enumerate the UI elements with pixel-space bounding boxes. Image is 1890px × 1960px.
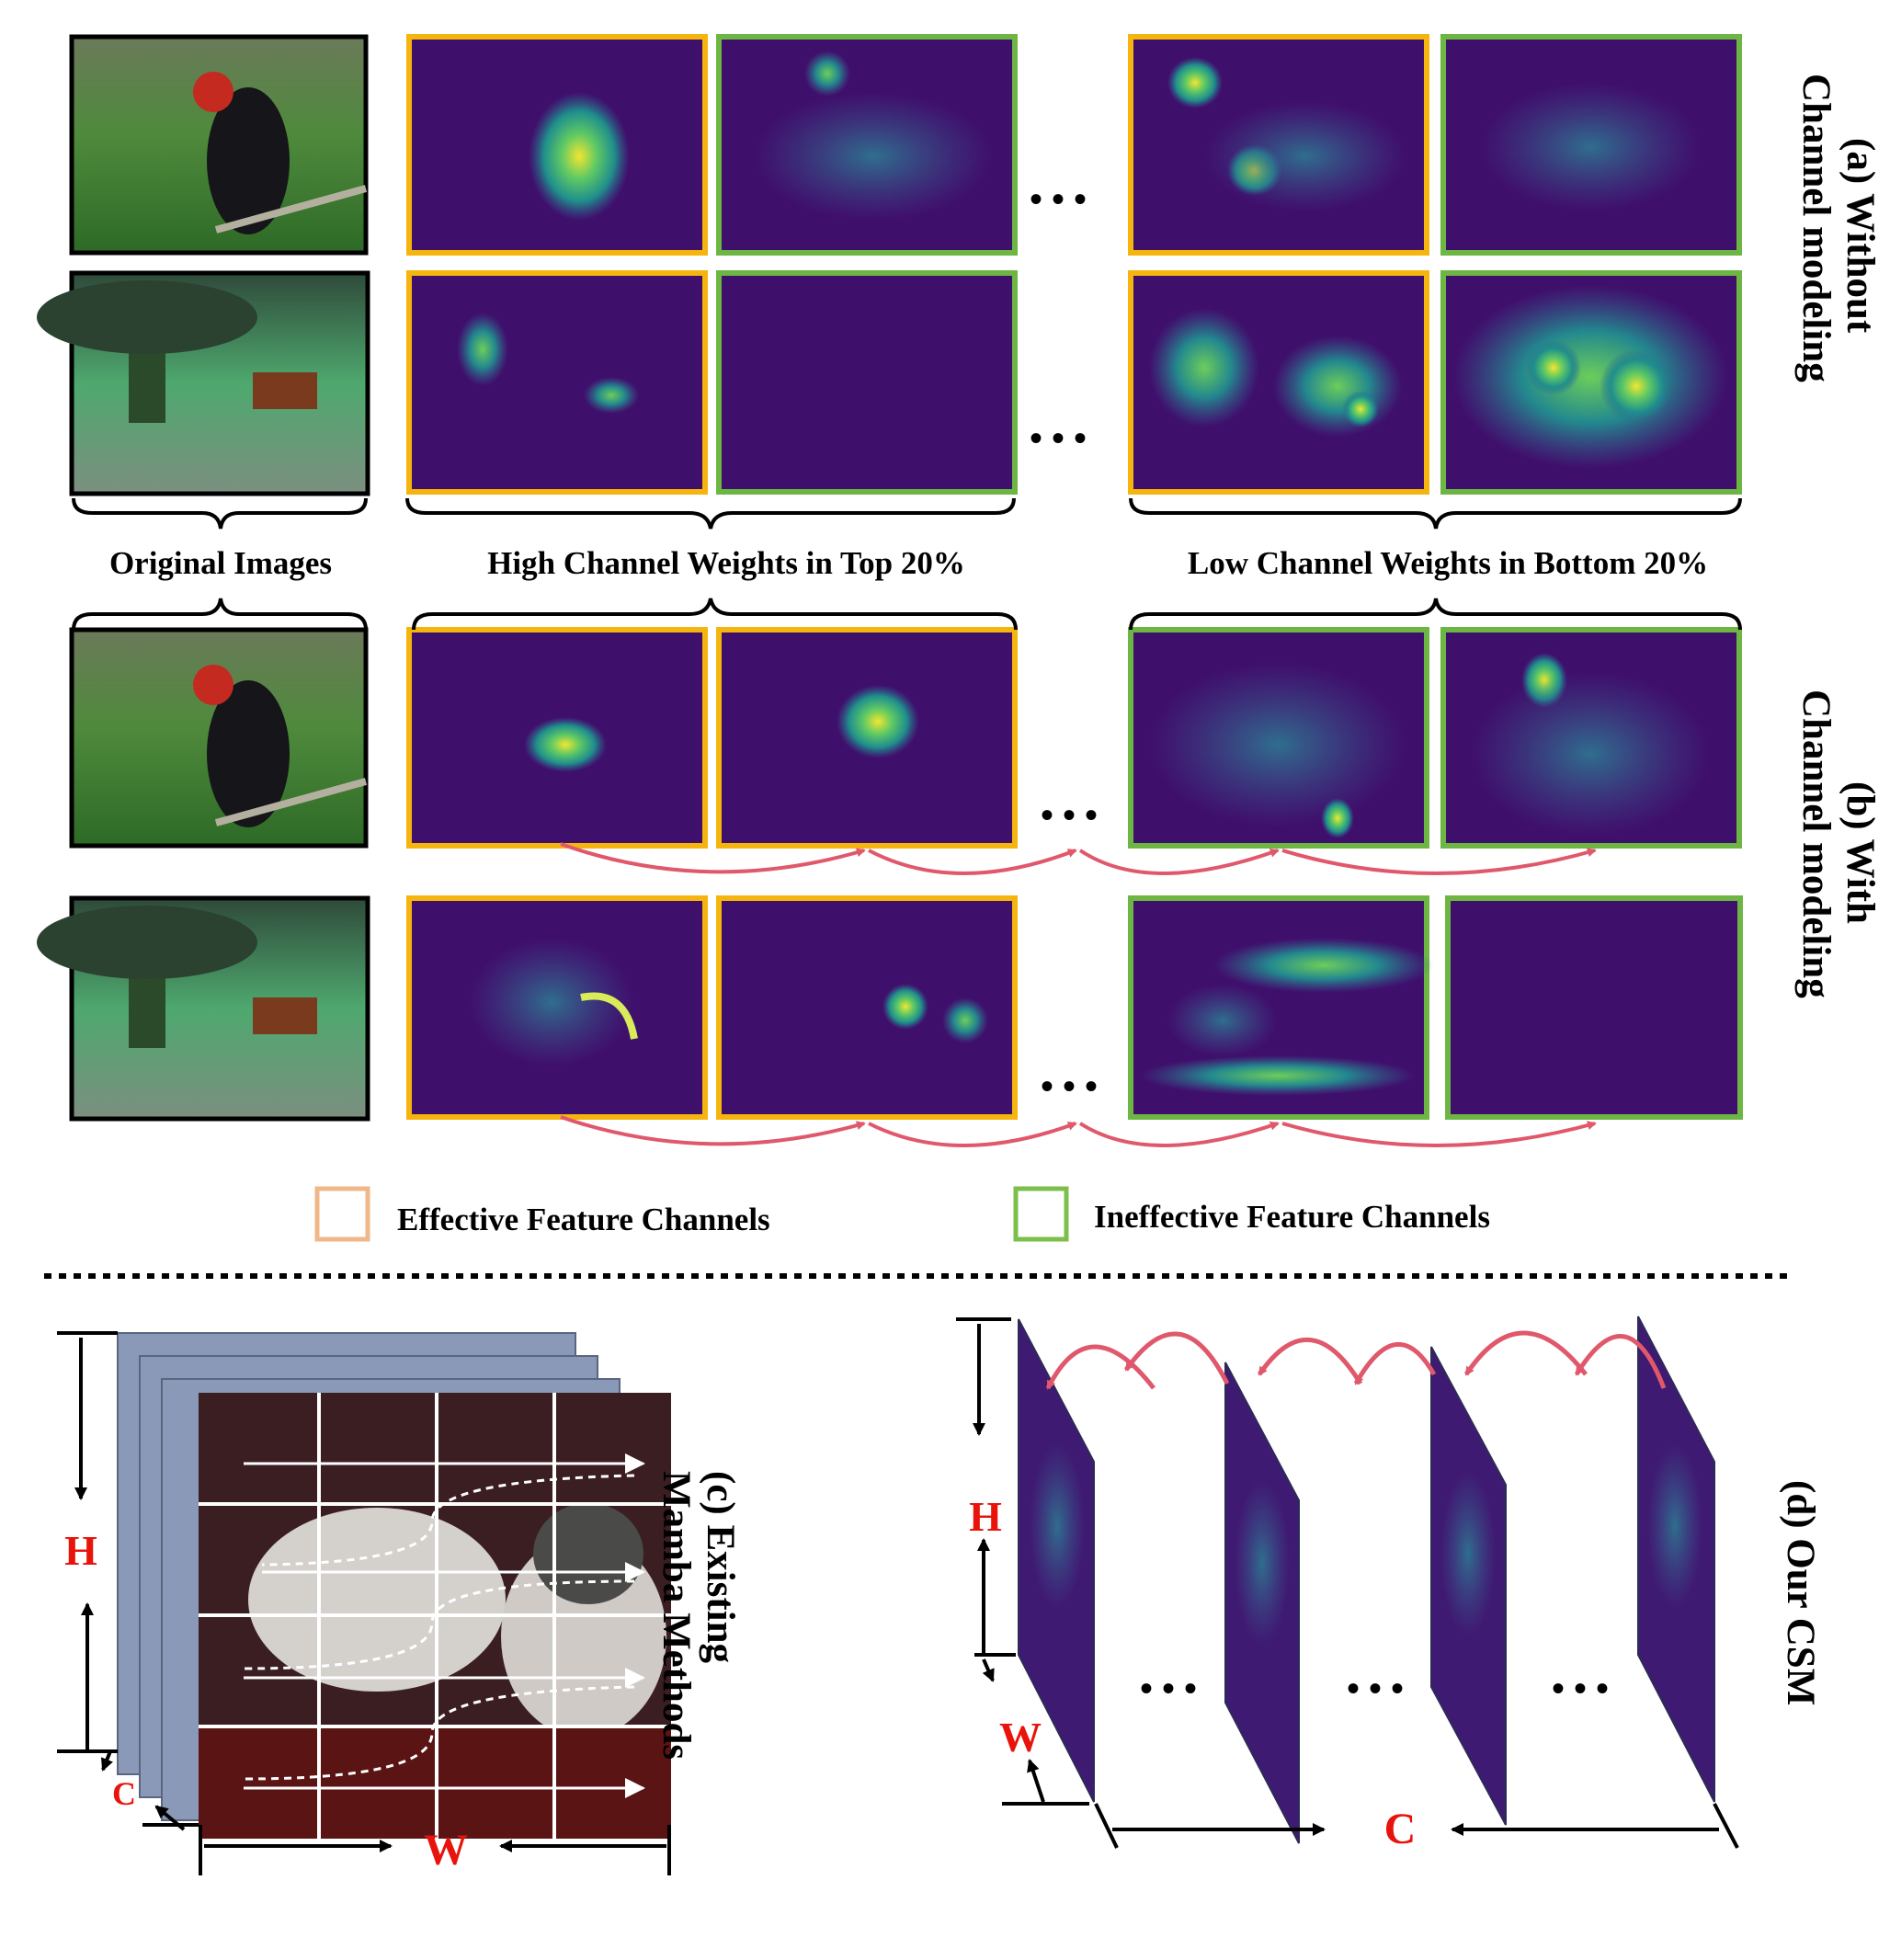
ellipsis-b2: • • • (1041, 1065, 1098, 1107)
legend-ineffective-label: Ineffective Feature Channels (1094, 1199, 1490, 1235)
heatmap-a2-4 (1440, 270, 1742, 495)
panel-d-ellipsis-2: • • • (1347, 1668, 1404, 1709)
heatmap-b1-1 (406, 627, 708, 849)
panel-c-c-label: C (112, 1775, 136, 1812)
heatmap-a1-2 (716, 34, 1018, 256)
panel-c-title-line1: (c) Existing (699, 1471, 742, 1664)
heatmap-b2-1 (406, 895, 708, 1120)
panel-c-title-line2: Mamba Methods (655, 1471, 698, 1760)
panel-d-c-label: C (1384, 1805, 1417, 1853)
row-label-with-line2: Channel modeling (1794, 689, 1838, 998)
ellipsis-a1: • • • (1030, 178, 1087, 220)
panel-c-scan-arrows (243, 1453, 645, 1798)
channel-arrows-b2 (560, 1115, 1597, 1147)
original-image-bird-a (69, 34, 369, 256)
channel-arrows-b1 (560, 842, 1597, 875)
panel-d-ellipsis-3: • • • (1552, 1668, 1609, 1709)
ellipsis-b1: • • • (1041, 794, 1098, 836)
heatmap-b2-2 (716, 895, 1018, 1120)
panel-d-h-label: H (969, 1493, 1002, 1540)
legend-effective-label: Effective Feature Channels (397, 1202, 770, 1237)
row-label-without-line2: Channel modeling (1794, 74, 1838, 382)
row-label-with: (b) With Channel modeling (1794, 689, 1882, 998)
panel-d-w-label: W (999, 1714, 1042, 1761)
brace-original-top (72, 598, 368, 631)
heatmap-b2-3 (1128, 895, 1434, 1120)
panel-d-dims (956, 1317, 1739, 1849)
label-high-weights: High Channel Weights in Top 20% (487, 545, 965, 581)
original-image-cow-a (37, 270, 370, 496)
heatmap-a1-1 (406, 34, 708, 256)
heatmap-a1-4 (1440, 34, 1742, 256)
row-label-without-line1: (a) Without (1839, 138, 1882, 334)
panel-d-title: (d) Our CSM (1779, 1480, 1822, 1705)
label-low-weights: Low Channel Weights in Bottom 20% (1188, 545, 1708, 581)
label-original-images: Original Images (109, 545, 332, 581)
legend-ineffective-swatch (1013, 1186, 1069, 1242)
panel-c-dims (57, 1331, 671, 1875)
heatmap-b1-4 (1440, 627, 1742, 849)
panel-c-title: (c) Existing Mamba Methods (655, 1471, 742, 1760)
row-label-without: (a) Without Channel modeling (1794, 74, 1882, 382)
brace-high-top (412, 598, 1018, 631)
original-image-bird-b (69, 627, 369, 849)
heatmap-a1-3 (1128, 34, 1429, 256)
brace-high-bottom (405, 497, 1016, 530)
heatmap-a2-3 (1128, 270, 1429, 495)
panel-d-slices (1018, 1316, 1715, 1844)
heatmap-b1-3 (1128, 627, 1429, 849)
panel-c-w-label: W (424, 1826, 468, 1875)
heatmap-b2-4 (1445, 895, 1743, 1120)
legend-effective-swatch (314, 1186, 370, 1242)
brace-original-bottom (72, 497, 368, 530)
brace-low-bottom (1129, 497, 1742, 530)
heatmap-a2-1 (406, 270, 708, 495)
ellipsis-a2: • • • (1030, 417, 1087, 459)
row-label-with-line1: (b) With (1839, 781, 1882, 924)
panel-c-h-label: H (64, 1527, 97, 1574)
original-image-cow-b (37, 895, 370, 1122)
panel-c-stack (117, 1332, 671, 1839)
panel-d-channel-arrows (1045, 1330, 1667, 1390)
heatmap-a2-2 (716, 270, 1018, 495)
heatmap-b1-2 (716, 627, 1018, 849)
brace-low-top (1129, 598, 1742, 631)
panel-d-ellipsis-1: • • • (1140, 1668, 1197, 1709)
